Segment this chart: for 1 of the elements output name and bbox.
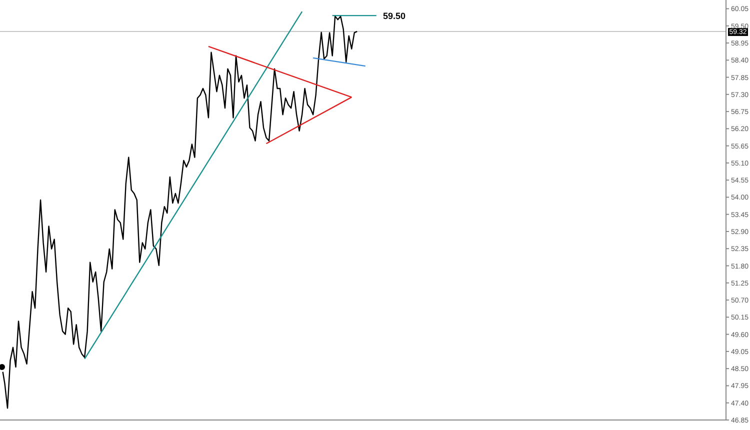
annotation: 59.50 xyxy=(383,11,406,22)
